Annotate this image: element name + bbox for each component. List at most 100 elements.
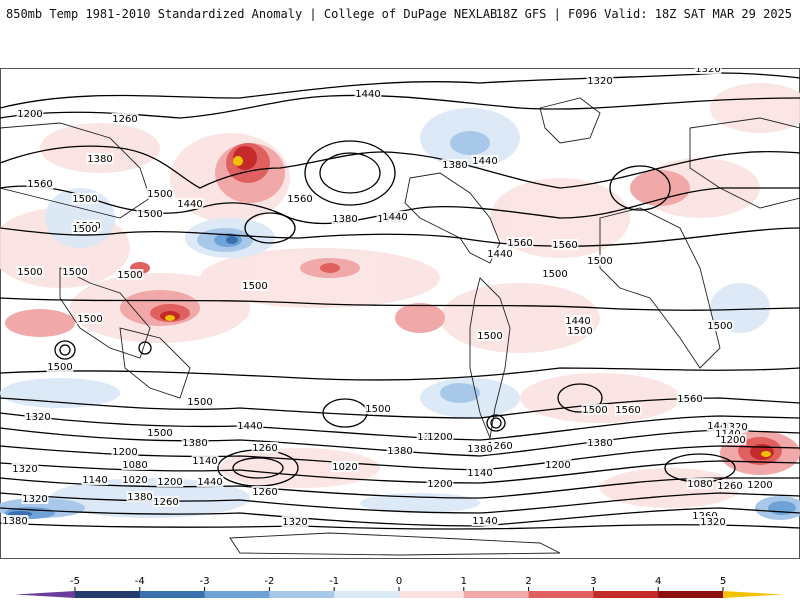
contour-label: 1500 xyxy=(567,326,592,337)
contour-label: 1560 xyxy=(287,194,312,205)
contour-label-background xyxy=(86,153,114,164)
contour-label-background xyxy=(71,193,99,204)
contour-label: 1500 xyxy=(117,270,142,281)
contour-label-background xyxy=(614,404,642,415)
contour-label-background xyxy=(706,320,734,331)
contour-label-background xyxy=(721,421,749,432)
contour-label: 1200 xyxy=(112,447,137,458)
colorbar-low-extend xyxy=(15,591,75,598)
contour-label-background xyxy=(354,88,382,99)
contour-label: 1320 xyxy=(587,76,612,87)
contour-label-background xyxy=(16,266,44,277)
contour-label: 1260 xyxy=(717,481,742,492)
contour-label-background xyxy=(331,461,359,472)
contour-label-background xyxy=(471,515,499,526)
contour-label: 1260 xyxy=(252,443,277,454)
contour-label: 1440 xyxy=(237,421,262,432)
contour-label-background xyxy=(176,198,204,209)
contour-label: 1500 xyxy=(62,267,87,278)
contour-label-background xyxy=(694,68,722,74)
contour-label: 1560 xyxy=(507,238,532,249)
colorbar-tick-label: 5 xyxy=(720,576,726,587)
contour-label-background xyxy=(11,463,39,474)
contour-label-background xyxy=(471,155,499,166)
contour-label: 1260 xyxy=(153,497,178,508)
model-run-info: 18Z GFS | F096 Valid: 18Z SAT MAR 29 202… xyxy=(495,7,792,21)
contour-label: 1560 xyxy=(27,179,52,190)
contour-label: 1440 xyxy=(487,249,512,260)
contour-label-background xyxy=(331,213,359,224)
contour-label: 1320 xyxy=(12,464,37,475)
contour-label-background xyxy=(586,255,614,266)
contour-label: 1560 xyxy=(677,394,702,405)
contour-label-background xyxy=(146,427,174,438)
contour-label-background xyxy=(236,420,264,431)
coastlines xyxy=(0,97,800,556)
contour-label-background xyxy=(544,459,572,470)
contour-label-background xyxy=(46,361,74,372)
contour-label: 1200 xyxy=(545,460,570,471)
contour-label-background xyxy=(719,434,747,445)
contour-label: 1080 xyxy=(687,479,712,490)
contour-label: 1440 xyxy=(177,199,202,210)
contour-label: 1320 xyxy=(695,68,720,75)
contour-label-background xyxy=(126,491,154,502)
contour-label: 1560 xyxy=(552,240,577,251)
contour-label-background xyxy=(564,315,592,326)
contour-label-background xyxy=(152,496,180,507)
colorbar-segment xyxy=(658,591,724,598)
contour-label-background xyxy=(136,208,164,219)
contour-label: 1320 xyxy=(722,422,747,433)
contour-label-background xyxy=(281,516,309,527)
contour-label: 1440 xyxy=(382,212,407,223)
contour-label: 1200 xyxy=(747,480,772,491)
contour-label-background xyxy=(746,479,774,490)
contour-label: 1380 xyxy=(387,446,412,457)
contour-label: 1320 xyxy=(700,517,725,528)
contour-label: 1500 xyxy=(17,267,42,278)
contour-label: 1320 xyxy=(282,517,307,528)
contour-label: 1440 xyxy=(565,316,590,327)
contour-label: 1140 xyxy=(82,475,107,486)
colorbar-segment xyxy=(269,591,335,598)
contour-label: 1140 xyxy=(192,456,217,467)
contour-label-background xyxy=(24,411,52,422)
contour-label: 1440 xyxy=(197,477,222,488)
contour-label: 1500 xyxy=(587,256,612,267)
contour-label: 1500 xyxy=(147,189,172,200)
contour-label-background xyxy=(476,330,504,341)
contour-label-background xyxy=(251,442,279,453)
contour-label: 1200 xyxy=(720,435,745,446)
contour-label: 1140 xyxy=(472,516,497,527)
contour-label: 1500 xyxy=(707,321,732,332)
contour-label-background xyxy=(146,188,174,199)
contour-label-background xyxy=(486,440,514,451)
contour-label-background xyxy=(586,75,614,86)
colorbar-tick-label: -1 xyxy=(329,576,339,587)
contour-label-background xyxy=(251,486,279,497)
contour-label: 1500 xyxy=(477,331,502,342)
colorbar-segment xyxy=(463,591,530,598)
colorbar-tick-label: 0 xyxy=(396,576,402,587)
contour-label-background xyxy=(76,313,104,324)
contour-label-background xyxy=(676,393,704,404)
contour-label-background xyxy=(16,108,44,119)
contour-label-background xyxy=(111,113,139,124)
contour-label-background xyxy=(586,437,614,448)
contour-label: 1020 xyxy=(122,475,147,486)
contour-label: 1380 xyxy=(87,154,112,165)
contour-label-background xyxy=(566,325,594,336)
contour-label-background xyxy=(181,437,209,448)
contour-label-background xyxy=(716,480,744,491)
contour-label: 1260 xyxy=(252,487,277,498)
contour-label-background xyxy=(61,266,89,277)
contour-label: 1500 xyxy=(242,281,267,292)
contour-label-background xyxy=(699,516,727,527)
contour-label-background xyxy=(241,280,269,291)
contour-label: 1380 xyxy=(182,438,207,449)
contour-label: 1380 xyxy=(2,516,27,527)
contour-label: 1260 xyxy=(487,441,512,452)
contour-label-background xyxy=(156,476,184,487)
